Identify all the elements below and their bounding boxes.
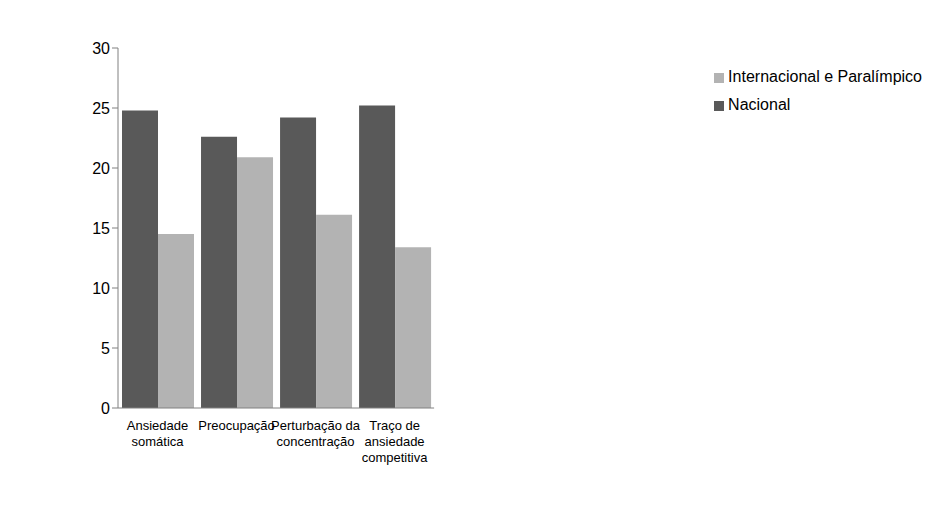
svg-text:Traço deansiedadecompetitiva: Traço deansiedadecompetitiva bbox=[362, 418, 429, 465]
svg-text:15: 15 bbox=[92, 220, 110, 237]
svg-text:Perturbação daconcentração: Perturbação daconcentração bbox=[271, 418, 361, 449]
html-text:Nacional: Nacional bbox=[728, 96, 791, 113]
svg-text:10: 10 bbox=[92, 280, 110, 297]
svg-text:Ansiedadesomática: Ansiedadesomática bbox=[127, 418, 188, 449]
html-text:Internacional e Paralímpico: Internacional e Paralímpico bbox=[728, 68, 922, 85]
svg-text:25: 25 bbox=[92, 100, 110, 117]
svg-text:5: 5 bbox=[101, 340, 110, 357]
svg-text:0: 0 bbox=[101, 400, 110, 417]
svg-text:Preocupação: Preocupação bbox=[198, 418, 275, 433]
svg-text:20: 20 bbox=[92, 160, 110, 177]
svg-text:30: 30 bbox=[92, 40, 110, 57]
